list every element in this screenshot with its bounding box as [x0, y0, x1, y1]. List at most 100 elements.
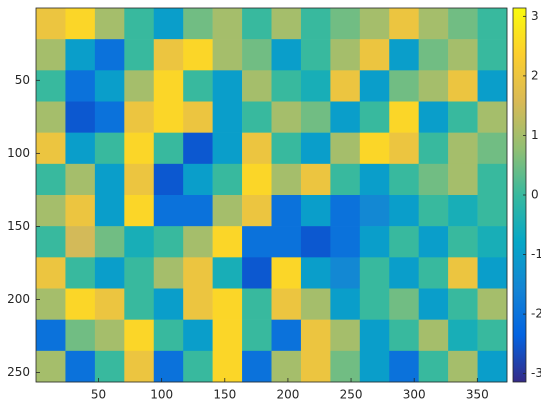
heatmap-cell [272, 39, 302, 70]
heatmap-cell [272, 226, 302, 257]
heatmap-cell [419, 195, 449, 226]
heatmap-cell [272, 133, 302, 164]
heatmap-cell [183, 289, 213, 320]
heatmap-cell [95, 133, 125, 164]
heatmap-cell [419, 226, 449, 257]
heatmap-cell [154, 257, 184, 288]
heatmap-cell [389, 257, 419, 288]
heatmap-cell [330, 133, 360, 164]
heatmap-cell [154, 8, 184, 39]
heatmap-cell [301, 39, 331, 70]
heatmap-cell [360, 257, 390, 288]
heatmap-cell [360, 70, 390, 101]
heatmap-cell [213, 226, 243, 257]
heatmap-cell [478, 8, 508, 39]
heatmap-cell [95, 102, 125, 133]
heatmap-cell [154, 39, 184, 70]
heatmap-cell [154, 195, 184, 226]
heatmap-cell [124, 102, 154, 133]
heatmap-cell [272, 164, 302, 195]
heatmap-cell [65, 257, 95, 288]
heatmap-cell [389, 102, 419, 133]
heatmap-cell [213, 195, 243, 226]
heatmap-cell [448, 70, 478, 101]
heatmap-cell [124, 289, 154, 320]
heatmap-cell [360, 226, 390, 257]
heatmap-cell [213, 70, 243, 101]
x-tick-label: 150 [213, 388, 236, 402]
heatmap-cell [242, 195, 272, 226]
heatmap-cell [95, 351, 125, 382]
heatmap-cell [272, 257, 302, 288]
heatmap-cell [65, 8, 95, 39]
heatmap-cell [419, 70, 449, 101]
heatmap-cell [389, 70, 419, 101]
heatmap-cell [124, 351, 154, 382]
heatmap-cell [301, 102, 331, 133]
heatmap-cell [448, 102, 478, 133]
heatmap-cell [124, 164, 154, 195]
heatmap-cell [389, 351, 419, 382]
heatmap-cell [448, 226, 478, 257]
heatmap-cell [183, 320, 213, 351]
heatmap-cell [65, 351, 95, 382]
heatmap-cell [124, 8, 154, 39]
heatmap-cell [36, 257, 66, 288]
heatmap-cell [301, 289, 331, 320]
heatmap-cell [36, 102, 66, 133]
heatmap-cell [419, 320, 449, 351]
heatmap-cell [419, 102, 449, 133]
heatmap-cell [242, 257, 272, 288]
heatmap-cell [65, 226, 95, 257]
heatmap-cell [360, 39, 390, 70]
heatmap-cell [65, 70, 95, 101]
heatmap-cell [448, 289, 478, 320]
x-tick-label: 100 [150, 388, 173, 402]
heatmap-cell [154, 289, 184, 320]
heatmap-cell [360, 164, 390, 195]
heatmap-cell [95, 164, 125, 195]
heatmap-cell [183, 226, 213, 257]
heatmap-cell [213, 164, 243, 195]
y-tick-label: 250 [7, 365, 30, 379]
heatmap-cell [360, 8, 390, 39]
heatmap-cell [242, 133, 272, 164]
heatmap-cell [301, 320, 331, 351]
heatmap-cell [36, 133, 66, 164]
heatmap-cell [242, 70, 272, 101]
heatmap-cell [330, 39, 360, 70]
heatmap-cell [389, 133, 419, 164]
heatmap-cell [272, 195, 302, 226]
heatmap-cell [36, 289, 66, 320]
heatmap-cell [36, 351, 66, 382]
heatmap-cell [154, 133, 184, 164]
y-tick-label: 200 [7, 292, 30, 306]
heatmap-cell [124, 195, 154, 226]
heatmap-cell [272, 102, 302, 133]
heatmap-cell [478, 102, 508, 133]
heatmap-cell [213, 257, 243, 288]
heatmap-cell [330, 289, 360, 320]
colorbar-tick-label: 1 [531, 128, 539, 142]
heatmap-cell [213, 133, 243, 164]
heatmap-cell [242, 320, 272, 351]
heatmap-cell [301, 257, 331, 288]
y-tick-label: 100 [7, 146, 30, 160]
heatmap-cell [95, 226, 125, 257]
heatmap-cell [360, 133, 390, 164]
heatmap-cell [330, 102, 360, 133]
page: {"chart_data": {"type": "heatmap", "colo… [0, 0, 541, 406]
heatmap-cell [36, 8, 66, 39]
x-tick-label: 300 [403, 388, 426, 402]
heatmap-cell [301, 164, 331, 195]
heatmap-cell [154, 164, 184, 195]
heatmap-cell [154, 70, 184, 101]
heatmap-cell [448, 320, 478, 351]
heatmap-cell [448, 133, 478, 164]
heatmap-cell [389, 195, 419, 226]
heatmap-cell [183, 257, 213, 288]
heatmap-cell [478, 133, 508, 164]
heatmap-cell [65, 164, 95, 195]
heatmap-cell [360, 289, 390, 320]
heatmap-cell [124, 257, 154, 288]
